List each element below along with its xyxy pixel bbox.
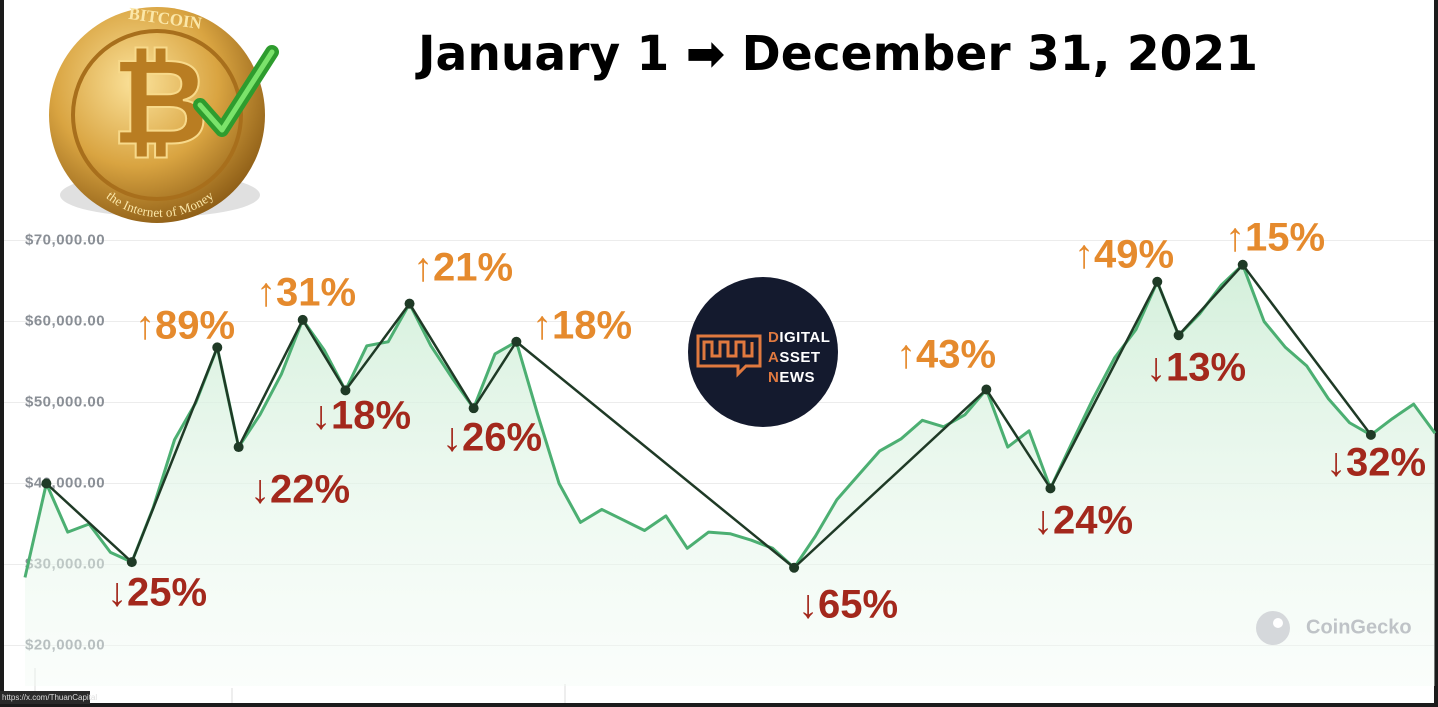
trend-segment [793,388,988,569]
check-highlight [197,49,275,133]
pivot-dot [1365,429,1376,440]
url-bg [0,691,90,704]
watermark-text: CoinGecko [1306,616,1412,638]
change-label: ↑89% [135,304,235,348]
trend-segment [237,319,304,448]
pivot-dot [41,478,52,489]
coin-ring [71,29,243,201]
trend-segment [985,388,1052,490]
pivot-dot [340,385,351,396]
logo-word: NEWS [768,369,816,386]
trend-segment [344,302,411,392]
logo-words: DIGITAL ASSET NEWS [768,328,830,388]
change-label: ↑21% [413,246,513,290]
pivot-dot [1045,483,1056,494]
bitcoin-coin: ₿ BITCOIN the Internet of Money [49,4,279,223]
pivot-dot [789,562,800,573]
gecko-eye [1273,618,1283,628]
pivot-dot [297,314,308,325]
trend-segment [216,347,240,448]
pivot-dot [126,557,137,568]
y-tick-label: $40,000.00 [25,474,105,491]
trend-segment [1241,264,1372,436]
pivot-dot [212,342,223,353]
change-label: ↓13% [1146,346,1246,390]
y-tick-label: $70,000.00 [25,231,105,248]
change-label: ↓22% [250,468,350,512]
change-label: ↓65% [798,583,898,627]
trend-segment [1049,281,1159,489]
trend-segment [1156,281,1180,336]
pivot-dot [404,298,415,309]
trend-segment [472,341,518,409]
pivot-dot [468,403,479,414]
change-label: ↑15% [1225,216,1325,260]
trend-segment [515,340,795,569]
url-text: https://x.com/ThuanCapital [2,693,97,702]
coin-outer [49,7,265,223]
change-label: ↓18% [311,394,411,438]
price-area [25,264,1435,686]
y-tick-label: $60,000.00 [25,312,105,329]
logo [688,277,838,427]
logo-circle [688,277,838,427]
gecko-icon [1256,611,1290,645]
change-label: ↑43% [896,333,996,377]
trend-segment [1177,263,1244,337]
logo-word: DIGITAL [768,329,831,346]
change-label: ↓32% [1326,441,1426,485]
watermark: CoinGecko [1256,611,1412,645]
pivot-dot [981,384,992,395]
logo-word: ASSET [768,349,821,366]
pivot-dot [1237,259,1248,270]
pivot-dot [233,442,244,453]
coin-symbol: ₿ [111,36,209,170]
change-label: ↓24% [1033,499,1133,543]
logo-box [696,334,762,378]
pivot-dot [1152,276,1163,287]
y-tick-label: $50,000.00 [25,393,105,410]
logo-icon [702,340,754,360]
change-label: ↑49% [1074,233,1174,277]
change-label: ↑18% [532,304,632,348]
trend-segment [130,346,219,563]
change-label: ↓25% [107,571,207,615]
pivot-dot [1173,330,1184,341]
trend-segment [408,303,475,409]
pivot-dot [511,336,522,347]
change-label: ↓26% [442,416,542,460]
trend-segment [301,319,347,391]
chart-title: January 1 ➡ December 31, 2021 [415,26,1258,82]
change-label: ↑31% [256,271,356,315]
trend-segment [45,482,133,563]
